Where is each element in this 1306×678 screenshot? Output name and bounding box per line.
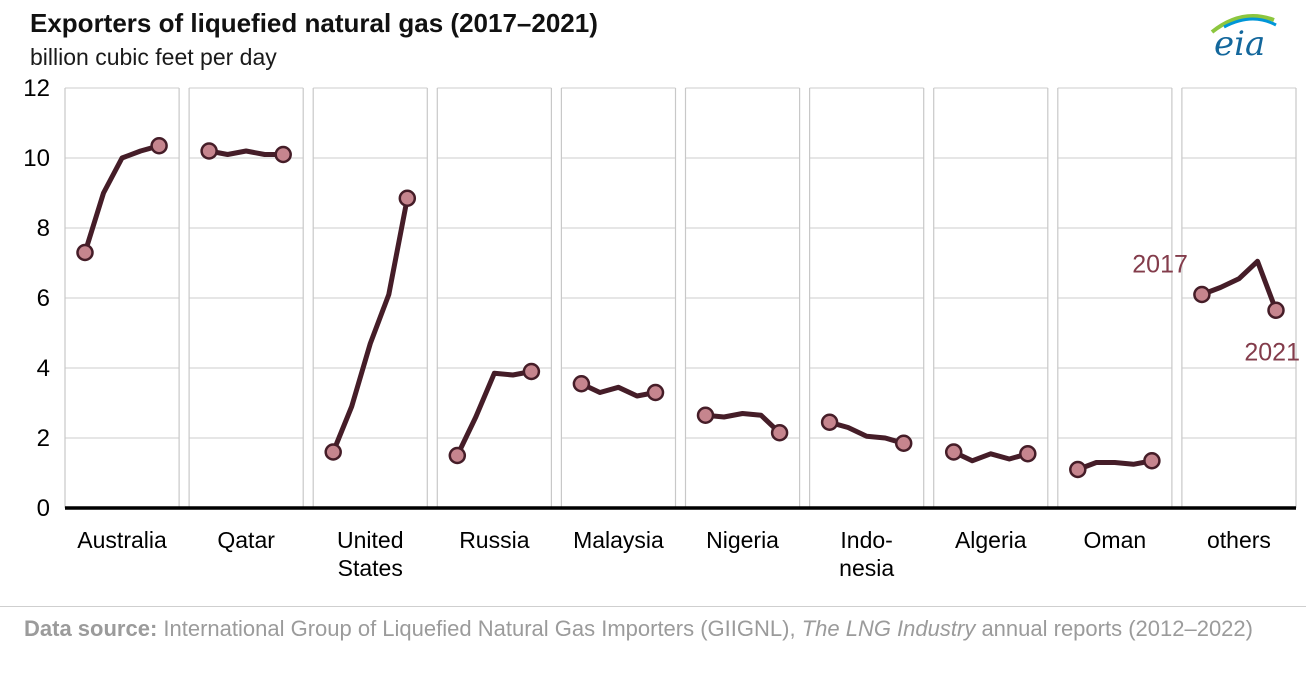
eia-logo: eia [1210, 14, 1277, 62]
endpoint-marker-others [1267, 301, 1285, 319]
endpoint-marker-united-states [324, 443, 342, 461]
endpoint-marker-others [1193, 285, 1211, 304]
eia-logo-swoosh-blue [1223, 17, 1277, 29]
y-tick-label: 0 [37, 495, 50, 522]
annotation-2021: 2021 [1244, 338, 1300, 366]
y-tick-label: 6 [37, 285, 50, 312]
category-label-indonesia: Indo-nesia [839, 527, 894, 581]
endpoint-marker-russia [522, 362, 541, 381]
y-tick-label: 4 [37, 355, 50, 382]
series-line-algeria [951, 449, 1031, 464]
annotation-2017: 2017 [1132, 251, 1188, 279]
endpoint-marker-algeria [944, 443, 963, 461]
eia-logo-swoosh-green [1210, 14, 1275, 34]
category-label-nigeria: Nigeria [706, 527, 779, 553]
footer-source-italic: The LNG Industry [801, 616, 976, 641]
category-label-russia: Russia [459, 527, 530, 553]
endpoint-marker-united-states [398, 189, 417, 207]
endpoint-marker-malaysia [646, 383, 665, 402]
chart-subtitle: billion cubic feet per day [30, 44, 277, 70]
category-label-others: others [1207, 527, 1271, 553]
series-line-others [1199, 258, 1279, 313]
lng-exporters-chart: 0 2 4 6 8 10 12 Australia Qatar United States Russi… [23, 75, 1300, 581]
series-line-nigeria [703, 411, 783, 436]
footer-data-source-label: Data source: [24, 616, 164, 641]
endpoint-marker-australia [150, 137, 168, 155]
category-label-algeria: Algeria [955, 527, 1027, 553]
y-tick-label: 10 [23, 145, 50, 172]
endpoint-marker-oman [1143, 452, 1161, 470]
series-line-oman [1075, 458, 1155, 472]
endpoint-marker-indonesia [894, 434, 913, 452]
y-tick-label: 8 [37, 215, 50, 242]
endpoint-marker-malaysia [572, 375, 591, 393]
series-line-united-states [330, 195, 410, 455]
series-line-russia [454, 369, 534, 458]
series-line-qatar [206, 148, 286, 157]
eia-logo-text: eia [1214, 24, 1265, 62]
footer-source-text: International Group of Liquefied Natural… [163, 616, 802, 641]
endpoint-marker-oman [1069, 460, 1087, 479]
category-label-united-states: United States [337, 527, 403, 581]
series-line-indonesia [827, 419, 907, 446]
endpoint-marker-qatar [274, 145, 292, 164]
y-tick-label: 12 [23, 75, 50, 102]
endpoint-marker-indonesia [820, 413, 839, 431]
footer: Data source: International Group of Liqu… [24, 614, 1278, 643]
category-label-qatar: Qatar [217, 527, 275, 553]
category-label-malaysia: Malaysia [573, 527, 664, 553]
endpoint-marker-russia [448, 446, 467, 465]
footer-divider [0, 606, 1306, 607]
endpoint-marker-nigeria [770, 424, 789, 442]
series-line-australia [82, 143, 162, 255]
endpoint-marker-australia [76, 243, 94, 262]
category-label-australia: Australia [77, 527, 167, 553]
series-line-malaysia [578, 381, 658, 399]
chart-title: Exporters of liquefied natural gas (2017… [30, 8, 598, 38]
endpoint-marker-algeria [1019, 445, 1037, 463]
endpoint-marker-nigeria [696, 406, 715, 424]
category-label-oman: Oman [1084, 527, 1147, 553]
footer-source-text-2: annual reports (2012–2022) [975, 616, 1253, 641]
endpoint-marker-qatar [200, 142, 218, 160]
y-tick-label: 2 [37, 425, 50, 452]
